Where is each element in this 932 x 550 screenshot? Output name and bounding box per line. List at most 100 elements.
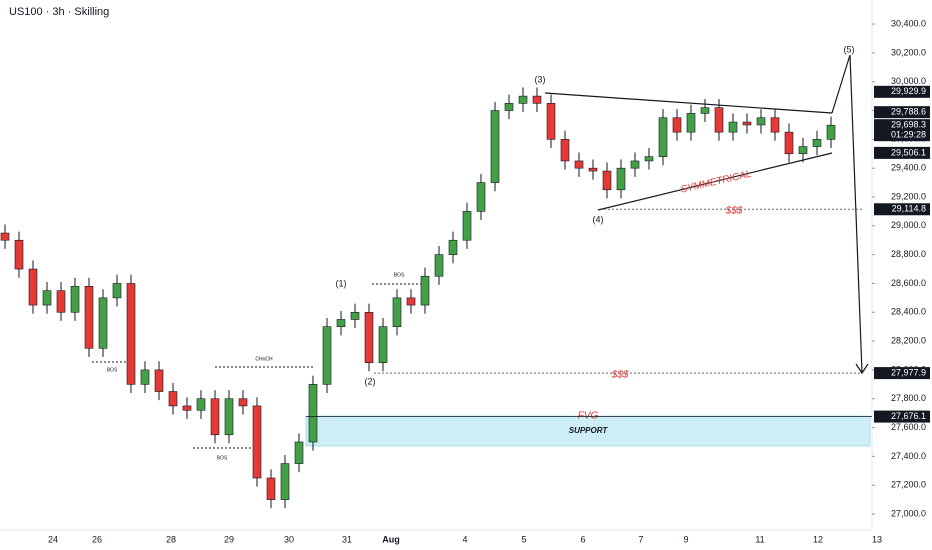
candle-body (532, 95, 542, 104)
candle-body (826, 124, 836, 140)
candle-body (714, 107, 724, 133)
x-tick-label: 28 (166, 534, 176, 544)
candle-body (630, 160, 640, 169)
candle-body (420, 275, 430, 306)
candle-body (364, 311, 374, 364)
candle-body (658, 117, 668, 157)
x-tick-label: 29 (224, 534, 234, 544)
liquidity-label: $$$ (611, 370, 629, 381)
candle-body (798, 146, 808, 155)
liquidity-label: $$$ (725, 206, 743, 217)
x-tick-label: 26 (92, 534, 102, 544)
candle-body (42, 290, 52, 306)
candle-body (56, 290, 66, 313)
candle-body (98, 297, 108, 349)
chart-title: US100 · 3h · Skilling (9, 6, 109, 18)
bos-label: BOS (107, 367, 118, 373)
candle-body (224, 398, 234, 436)
y-tick-label: 27,200.0 (891, 480, 926, 490)
x-tick-label: 11 (755, 534, 764, 544)
support-label: SUPPORT (569, 426, 609, 435)
y-tick-label: 30,400.0 (891, 18, 926, 28)
candle-body (728, 121, 738, 133)
candle-body (434, 254, 444, 277)
candle-body (616, 167, 626, 191)
candle-body (294, 441, 304, 464)
fvg-label: FVG (578, 411, 599, 422)
y-tick-label: 29,200.0 (891, 191, 926, 201)
price-tag-label: 29,929.9 (891, 86, 926, 96)
candle-body (574, 160, 584, 169)
candle-body (126, 283, 136, 385)
y-tick-label: 27,000.0 (891, 508, 926, 518)
candle-body (140, 369, 150, 385)
price-tag (874, 367, 930, 380)
triangle-lower (597, 152, 833, 211)
x-tick-label: 30 (284, 534, 294, 544)
candle-body (84, 286, 94, 349)
x-tick-label: 4 (462, 534, 467, 544)
price-tag-label: 29,788.6 (891, 107, 926, 117)
y-tick-label: 27,600.0 (891, 422, 926, 432)
candle-body (448, 239, 458, 255)
candle-body (588, 167, 598, 172)
candle-body (518, 95, 528, 104)
fvg-zone (305, 415, 871, 447)
price-tag-label: 29,506.1 (891, 147, 926, 157)
x-tick-label: Aug (382, 534, 400, 544)
candle-body (308, 384, 318, 443)
x-tick-label: 9 (683, 534, 688, 544)
candle-body (322, 326, 332, 385)
y-tick-label: 30,000.0 (891, 76, 926, 86)
candle-body (238, 398, 248, 407)
candle-body (672, 117, 682, 133)
candle-body (686, 113, 696, 133)
y-tick-label: 27,800.0 (891, 393, 926, 403)
candle-body (462, 211, 472, 241)
candle-body (700, 107, 710, 114)
candle-body (378, 326, 388, 364)
candle-body (182, 405, 192, 411)
wave-label: (5) (844, 44, 855, 54)
x-tick-label: 5 (521, 534, 526, 544)
x-tick-label: 24 (48, 534, 58, 544)
y-tick-label: 27,400.0 (891, 451, 926, 461)
y-tick-label: 30,200.0 (891, 47, 926, 57)
candle-body (210, 398, 220, 436)
candle-body (266, 477, 276, 500)
price-tag-label: 27,676.1 (891, 411, 926, 421)
x-tick-label: 6 (580, 534, 585, 544)
candle-body (154, 369, 164, 392)
countdown: 01:29:28 (891, 130, 926, 140)
candle-body (756, 117, 766, 126)
candle-body (196, 398, 206, 411)
candle-body (546, 103, 556, 140)
candle-body (168, 391, 178, 407)
x-tick-label: 7 (638, 534, 643, 544)
price-tag (874, 85, 930, 98)
candle-body (392, 297, 402, 327)
y-tick-label: 29,000.0 (891, 220, 926, 230)
wave-label: (4) (593, 214, 604, 224)
price-tag (874, 119, 930, 142)
price-tag (874, 203, 930, 216)
x-tick-label: 12 (813, 534, 823, 544)
choch-label: CHoCH (255, 356, 273, 362)
candle-body (406, 297, 416, 306)
candle-body (70, 286, 80, 313)
price-tag (874, 106, 930, 119)
bos-label: BOS (394, 272, 405, 278)
pattern-label: SYMMETRICAL (680, 169, 753, 196)
candle-body (784, 131, 794, 155)
candle-body (602, 170, 612, 191)
candle-body (770, 117, 780, 133)
candle-body (504, 103, 514, 111)
price-tag (874, 146, 930, 159)
bos-label: BOS (217, 455, 228, 461)
candle-body (350, 311, 360, 320)
candle-body (560, 139, 570, 162)
candle-body (490, 110, 500, 183)
price-tag-label: 29,114.8 (892, 204, 926, 214)
candle-body (644, 156, 654, 162)
